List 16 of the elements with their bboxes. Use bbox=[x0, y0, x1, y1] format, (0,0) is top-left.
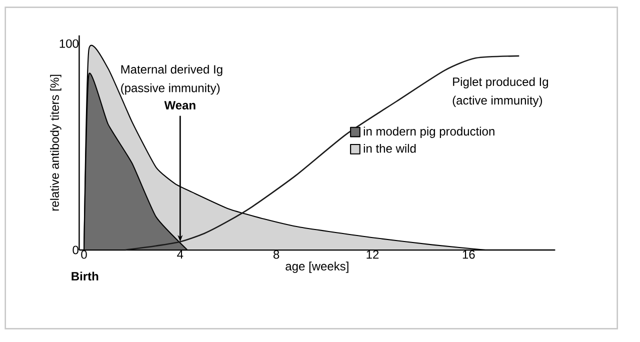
annotation: Maternal derived Ig bbox=[121, 64, 222, 76]
annotation: Piglet produced Ig bbox=[453, 77, 548, 88]
legend-label: in modern pig production bbox=[364, 126, 494, 138]
x-axis-title: age [weeks] bbox=[286, 262, 348, 273]
x-tick-label: 4 bbox=[177, 250, 184, 259]
legend-label: in the wild bbox=[364, 144, 416, 153]
x-tick-label: 8 bbox=[274, 250, 280, 259]
x-tick-label: 16 bbox=[462, 250, 475, 259]
text: Birth bbox=[72, 272, 98, 281]
annotation: (active immunity) bbox=[452, 96, 542, 107]
y-axis-title: relative antibody titers [%] bbox=[50, 74, 62, 211]
x-tick-label: 0 bbox=[81, 250, 87, 259]
annotation: Wean bbox=[164, 101, 196, 110]
annotation: (passive immunity) bbox=[121, 83, 220, 95]
x-tick-label: 12 bbox=[366, 250, 379, 259]
y-tick-label: 100 bbox=[60, 39, 78, 48]
